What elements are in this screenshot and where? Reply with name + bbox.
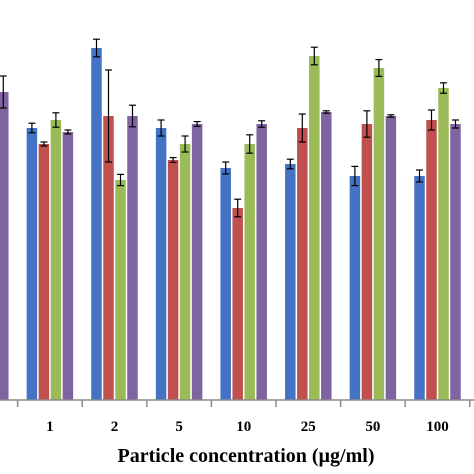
error-bar-series4-cat4 (258, 120, 266, 128)
bar-series4-cat0 (0, 92, 9, 400)
x-tick-label: 5 (175, 419, 183, 435)
bar-series2-cat3 (167, 160, 179, 400)
bar-series4-cat6 (385, 116, 397, 400)
bar-series1-cat5 (285, 164, 296, 400)
bar-series1-cat3 (155, 128, 167, 400)
bar-series3-cat3 (179, 144, 191, 400)
bar-series1-cat7 (414, 176, 425, 400)
error-bar-series1-cat2 (93, 38, 100, 58)
bar-series2-cat6 (361, 124, 373, 400)
x-ticks-layer (16, 400, 471, 407)
bar-series3-cat1 (50, 120, 62, 400)
x-tick-label: 2 (111, 419, 119, 435)
bar-series2-cat7 (426, 120, 437, 400)
error-bar-series2-cat4 (234, 198, 242, 218)
error-bar-series1-cat6 (351, 165, 359, 187)
error-bar-series4-cat6 (387, 114, 395, 118)
bars-layer (0, 48, 461, 400)
error-bar-series1-cat4 (222, 161, 230, 175)
bar-series2-cat5 (297, 128, 308, 400)
x-tick-label: 50 (365, 419, 380, 435)
error-bar-series2-cat1 (40, 141, 48, 147)
error-bar-series3-cat2 (117, 173, 124, 187)
error-bar-series2-cat3 (169, 157, 177, 163)
error-bar-series4-cat5 (322, 110, 330, 114)
error-bar-series3-cat6 (375, 58, 383, 78)
error-bar-series3-cat1 (52, 112, 60, 128)
bar-series4-cat3 (191, 124, 203, 400)
bar-series4-cat1 (62, 132, 74, 400)
error-bar-series4-cat0 (0, 75, 7, 109)
x-axis-title: Particle concentration (µg/ml) (118, 445, 375, 467)
bar-series3-cat7 (438, 88, 449, 400)
bar-series1-cat6 (349, 176, 361, 400)
bar-series2-cat2 (103, 116, 114, 400)
error-bar-series3-cat7 (440, 82, 447, 94)
bar-series1-cat4 (220, 168, 231, 400)
error-bar-series4-cat3 (193, 120, 201, 128)
error-bar-series2-cat6 (363, 110, 371, 138)
bar-series1-cat1 (26, 128, 38, 400)
error-bar-series1-cat5 (286, 158, 294, 170)
bar-series2-cat1 (38, 144, 50, 400)
error-bar-series4-cat2 (129, 104, 136, 128)
error-bar-series3-cat3 (181, 135, 189, 153)
bar-series1-cat2 (91, 48, 102, 400)
bar-series2-cat4 (232, 208, 243, 400)
error-bar-series2-cat2 (105, 69, 112, 163)
error-bar-series4-cat7 (452, 119, 459, 129)
error-bars-layer (0, 38, 459, 218)
x-tick-labels-layer: 1 2 5 10 25 50 100 (46, 419, 449, 435)
error-bar-series1-cat3 (157, 119, 165, 137)
bar-series3-cat4 (244, 144, 255, 400)
bar-series4-cat2 (127, 116, 138, 400)
x-tick-label: 25 (301, 419, 316, 435)
bar-series3-cat6 (373, 68, 385, 400)
x-tick-label: 1 (46, 419, 54, 435)
error-bar-series2-cat7 (428, 109, 435, 131)
bar-series3-cat2 (115, 180, 126, 400)
error-bar-series1-cat7 (416, 169, 423, 183)
error-bar-series2-cat5 (298, 113, 306, 143)
bar-series4-cat7 (450, 124, 461, 400)
error-bar-series3-cat4 (246, 134, 254, 154)
bar-series3-cat5 (309, 56, 320, 400)
x-tick-label: 10 (236, 419, 251, 435)
bar-series4-cat5 (321, 112, 332, 400)
error-bar-series1-cat1 (28, 122, 36, 134)
bar-series4-cat4 (256, 124, 267, 400)
error-bar-series4-cat1 (64, 129, 72, 135)
error-bar-series3-cat5 (310, 46, 318, 66)
x-tick-label: 100 (426, 419, 449, 435)
